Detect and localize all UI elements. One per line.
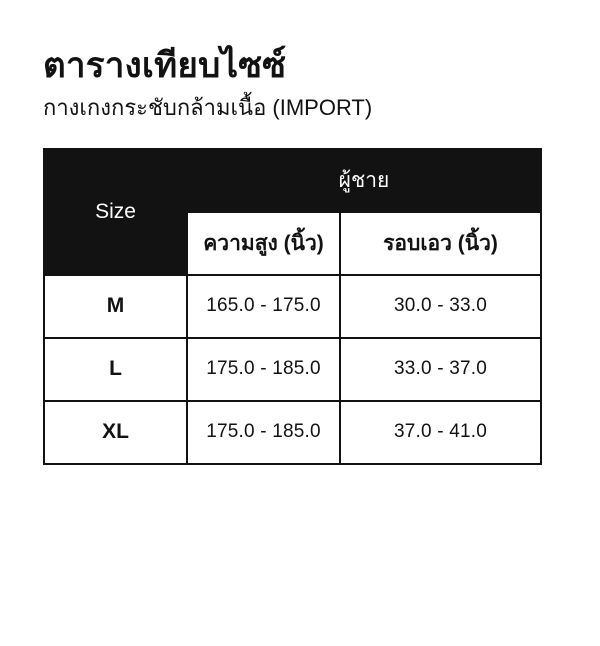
height-column-header: ความสูง (นิ้ว) xyxy=(186,210,341,276)
table-row: M 165.0 - 175.0 30.0 - 33.0 xyxy=(43,273,542,339)
size-label-cell: M xyxy=(43,273,188,339)
size-corner-header: Size xyxy=(43,147,188,276)
table-row: XL 175.0 - 185.0 37.0 - 41.0 xyxy=(43,399,542,465)
height-range-cell: 175.0 - 185.0 xyxy=(186,399,341,465)
page-title: ตารางเทียบไซซ์ xyxy=(43,46,287,85)
table-header-row-group: Size ผู้ชาย xyxy=(43,147,542,276)
size-label-cell: XL xyxy=(43,399,188,465)
table-row: L 175.0 - 185.0 33.0 - 37.0 xyxy=(43,336,542,402)
height-range-cell: 165.0 - 175.0 xyxy=(186,273,341,339)
height-range-cell: 175.0 - 185.0 xyxy=(186,336,341,402)
waist-range-cell: 30.0 - 33.0 xyxy=(339,273,542,339)
size-chart-table: Size ผู้ชาย ความสูง (นิ้ว) รอบเอว (นิ้ว)… xyxy=(43,147,542,465)
waist-column-header: รอบเอว (นิ้ว) xyxy=(339,210,542,276)
waist-range-cell: 37.0 - 41.0 xyxy=(339,399,542,465)
waist-range-cell: 33.0 - 37.0 xyxy=(339,336,542,402)
page: ตารางเทียบไซซ์ กางเกงกระชับกล้ามเนื้อ (I… xyxy=(0,46,600,465)
table-header-row-columns: ความสูง (นิ้ว) รอบเอว (นิ้ว) xyxy=(44,210,542,276)
gender-group-header: ผู้ชาย xyxy=(186,147,542,213)
page-subtitle: กางเกงกระชับกล้ามเนื้อ (IMPORT) xyxy=(43,95,373,121)
size-label-cell: L xyxy=(43,336,188,402)
